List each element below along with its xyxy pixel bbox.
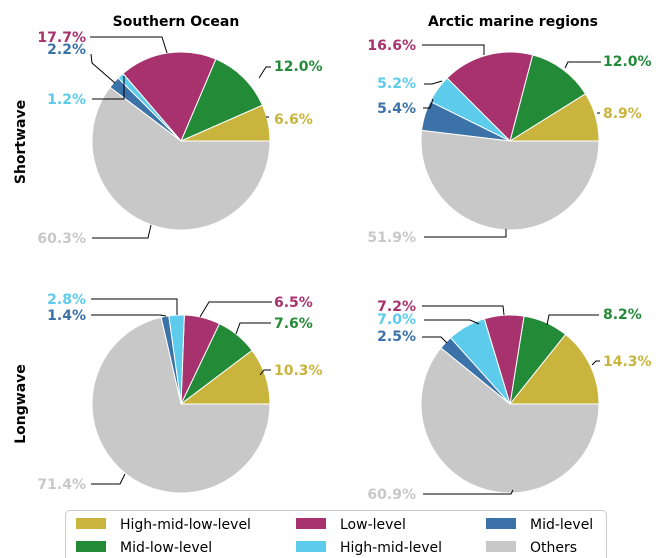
data-label-high-mid-level: 7.0% <box>377 312 416 328</box>
leader-line-mid-level <box>90 53 116 84</box>
leader-line-others <box>424 229 507 238</box>
leader-line-mid-low-level <box>546 314 599 326</box>
data-label-low-level: 17.7% <box>37 30 86 46</box>
leader-line-mid-low-level <box>258 66 271 79</box>
leader-line-mid-low-level <box>235 322 271 335</box>
pie-arctic-marine-regions-longwave: 14.3% 8.2% 7.2%7.0%2.5% 60.9% <box>367 299 651 503</box>
pies-group: 6.6% 12.0% 17.7% 1.2% 2.2% 60.3% 8.9% 12.0% 16.6… <box>37 30 651 503</box>
data-label-mid-level: 1.4% <box>47 308 86 324</box>
leader-line-low-level <box>90 36 168 54</box>
leader-line-high-mid-level <box>91 298 178 315</box>
legend-swatch-others <box>486 541 516 552</box>
data-label-others: 71.4% <box>37 477 86 493</box>
data-label-others: 60.9% <box>367 487 416 503</box>
legend-label-mid-level: Mid-level <box>530 517 593 533</box>
data-label-others: 51.9% <box>367 230 416 246</box>
data-label-high-mid-level: 5.2% <box>377 76 416 92</box>
data-label-high-mid-low-level: 10.3% <box>274 363 323 379</box>
data-label-low-level: 6.5% <box>274 295 313 311</box>
slice-others <box>420 129 600 231</box>
data-label-mid-low-level: 7.6% <box>274 316 313 332</box>
column-title-arctic-marine-regions: Arctic marine regions <box>428 14 598 30</box>
leader-line-high-mid-low-level <box>591 360 600 366</box>
row-title-shortwave: Shortwave <box>13 100 29 184</box>
legend: High-mid-low-level Low-level Mid-level Mid-… <box>65 510 607 558</box>
data-label-high-mid-level: 2.8% <box>47 292 86 308</box>
leader-line-high-mid-level <box>92 76 125 100</box>
slice-others <box>420 347 600 494</box>
leader-line-mid-low-level <box>564 61 601 69</box>
data-label-high-mid-low-level: 8.9% <box>603 106 642 122</box>
column-title-southern-ocean: Southern Ocean <box>113 14 240 30</box>
data-label-mid-low-level: 12.0% <box>603 54 652 70</box>
data-label-mid-low-level: 12.0% <box>274 59 323 75</box>
legend-label-high-mid-level: High-mid-level <box>340 540 442 556</box>
leader-line-others <box>91 473 126 485</box>
pie-southern-ocean-longwave: 10.3% 7.6% 6.5% 2.8%1.4% 71.4% <box>37 292 323 494</box>
data-label-others: 60.3% <box>37 231 86 247</box>
leader-line-low-level <box>199 301 272 318</box>
leader-line-high-mid-level <box>424 319 480 325</box>
row-title-longwave: Longwave <box>13 364 29 444</box>
data-label-mid-level: 2.2% <box>47 42 86 58</box>
pie-southern-ocean-shortwave: 6.6% 12.0% 17.7% 1.2% 2.2% 60.3% <box>37 30 322 247</box>
slice-mid-low-level <box>509 54 587 143</box>
leader-line-low-level <box>422 305 505 316</box>
leader-line-mid-level <box>422 336 448 344</box>
legend-swatch-mid-low-level <box>76 541 106 552</box>
leader-line-low-level <box>422 44 485 55</box>
legend-label-others: Others <box>530 540 577 556</box>
leader-line-others <box>423 489 514 495</box>
leader-line-high-mid-low-level <box>259 369 271 376</box>
data-label-low-level: 16.6% <box>367 38 416 54</box>
data-label-high-mid-low-level: 14.3% <box>603 354 652 370</box>
legend-swatch-low-level <box>296 518 326 529</box>
data-label-high-mid-low-level: 6.6% <box>274 112 313 128</box>
data-label-low-level: 7.2% <box>377 299 416 315</box>
legend-label-high-mid-low-level: High-mid-low-level <box>120 517 251 533</box>
pie-arctic-marine-regions-shortwave: 8.9% 12.0% 16.6% 5.2% 5.4% 51.9% <box>367 38 651 246</box>
slice-low-level <box>446 51 534 142</box>
data-label-high-mid-level: 1.2% <box>47 92 86 108</box>
leader-line-others <box>92 224 152 239</box>
data-label-mid-low-level: 8.2% <box>603 307 642 323</box>
slice-mid-low-level <box>180 58 264 142</box>
slice-low-level <box>122 51 217 142</box>
legend-swatch-mid-level <box>486 518 516 529</box>
legend-swatch-high-mid-level <box>296 541 326 552</box>
leader-line-mid-level <box>423 98 434 109</box>
leader-line-high-mid-level <box>424 80 443 85</box>
leader-line-mid-level <box>91 314 167 317</box>
data-label-mid-level: 5.4% <box>377 101 416 117</box>
slice-others <box>91 316 271 494</box>
data-label-mid-level: 2.5% <box>377 329 416 345</box>
slice-high-mid-low-level <box>508 333 600 405</box>
legend-label-mid-low-level: Mid-low-level <box>120 540 212 556</box>
slice-others <box>91 86 271 231</box>
legend-swatch-high-mid-low-level <box>76 518 106 529</box>
legend-frame <box>65 510 607 558</box>
legend-label-low-level: Low-level <box>340 517 406 533</box>
